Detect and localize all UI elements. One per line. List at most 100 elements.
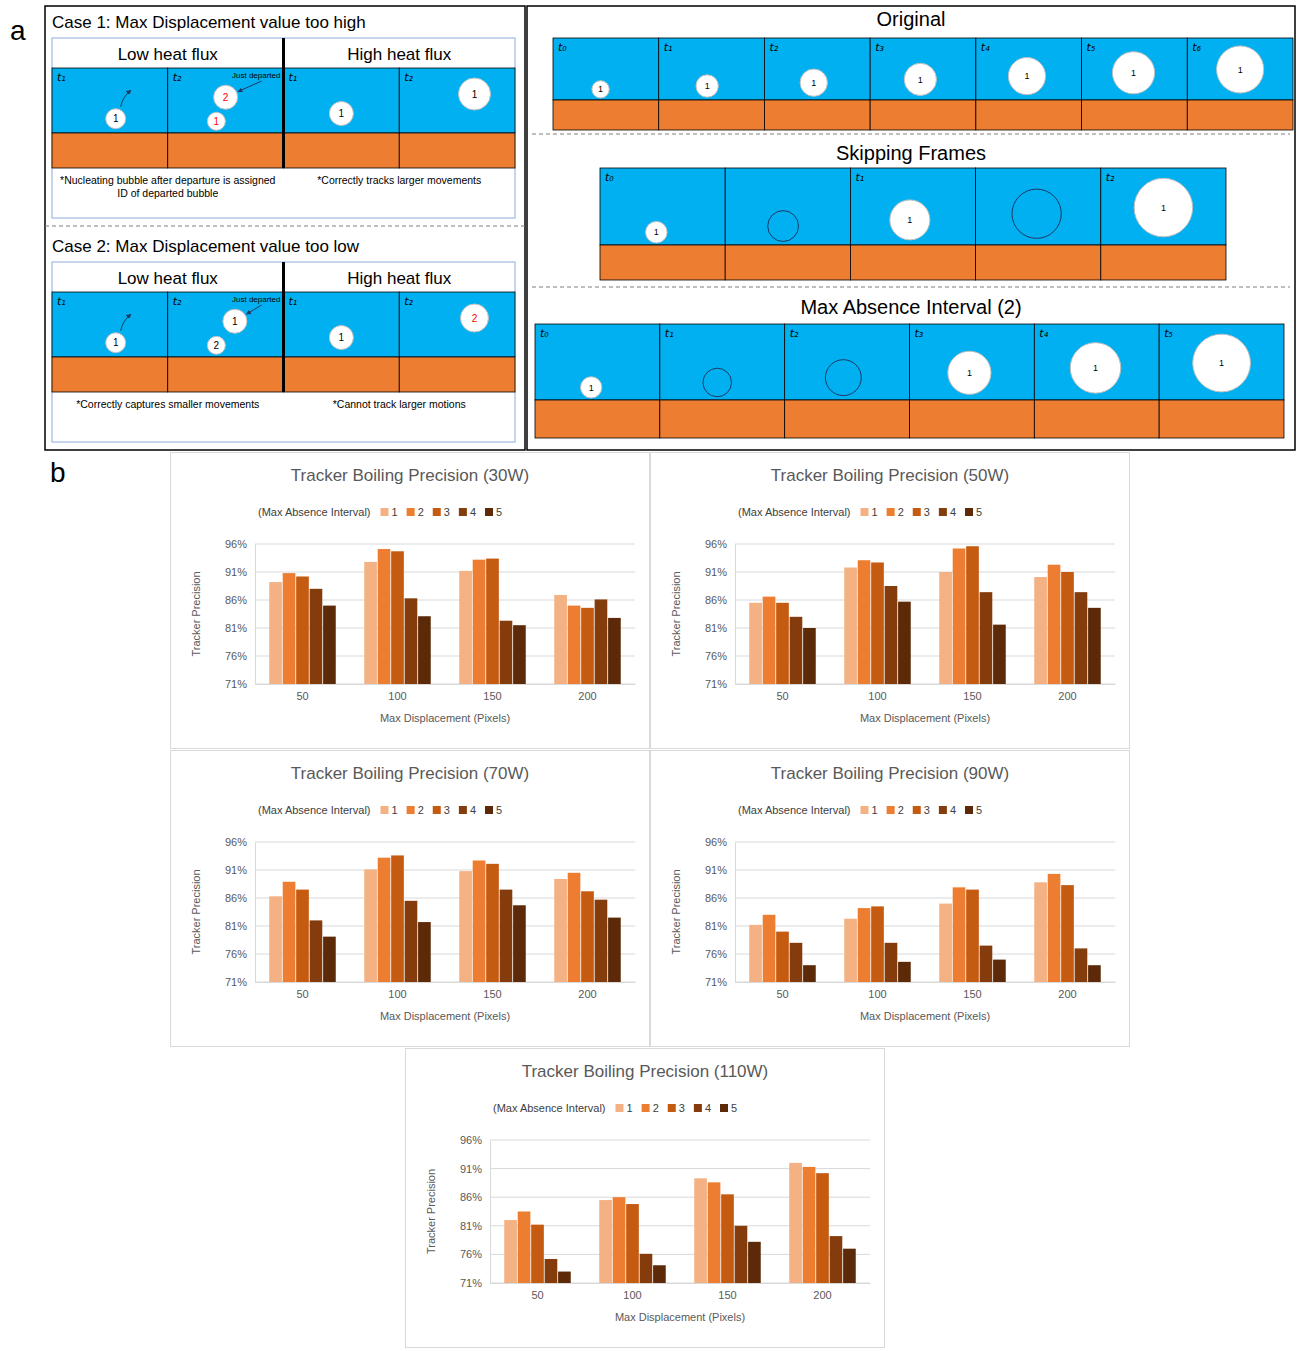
bar bbox=[581, 608, 594, 684]
bar bbox=[898, 602, 911, 684]
bar bbox=[763, 597, 776, 684]
bubble-id: 1 bbox=[472, 89, 478, 100]
x-axis: 50100150200 bbox=[491, 1283, 871, 1301]
legend-label: 1 bbox=[872, 506, 878, 518]
bubble bbox=[329, 326, 353, 350]
water bbox=[764, 38, 870, 100]
legend-swatch bbox=[433, 508, 441, 516]
y-tick: 96% bbox=[460, 1134, 490, 1146]
water bbox=[725, 168, 850, 245]
bar bbox=[595, 900, 608, 982]
bubble bbox=[460, 304, 488, 332]
figure: aCase 1: Max Displacement value too high… bbox=[0, 0, 1298, 1351]
heater bbox=[1101, 245, 1226, 280]
heater bbox=[52, 133, 168, 168]
bubble-id: 1 bbox=[598, 84, 603, 94]
y-axis: 71%76%81%86%91%96% bbox=[225, 836, 256, 988]
y-tick-label: 71% bbox=[705, 976, 727, 988]
y-tick: 81% bbox=[460, 1220, 490, 1232]
y-tick: 91% bbox=[225, 566, 255, 578]
x-tick: 200 bbox=[813, 1283, 831, 1301]
heater bbox=[284, 133, 400, 168]
y-axis-title: Tracker Precision bbox=[670, 571, 682, 656]
bar bbox=[1048, 565, 1061, 684]
x-tick: 150 bbox=[483, 684, 501, 702]
x-tick-label: 50 bbox=[776, 988, 788, 1000]
heater bbox=[725, 245, 850, 280]
bubble bbox=[1008, 57, 1045, 94]
grid-line bbox=[255, 842, 635, 843]
bar bbox=[871, 562, 884, 684]
frame-time: t₃ bbox=[875, 41, 884, 54]
water bbox=[284, 292, 400, 357]
bar bbox=[858, 908, 871, 982]
bubble-id: 1 bbox=[113, 337, 119, 348]
x-axis-title: Max Displacement (Pixels) bbox=[380, 712, 510, 724]
frame-time: t₃ bbox=[915, 327, 924, 340]
bubble-id: 1 bbox=[967, 368, 972, 378]
bar bbox=[613, 1197, 626, 1283]
bubble-id: 1 bbox=[214, 116, 220, 127]
x-axis-line bbox=[491, 1283, 871, 1284]
column-divider bbox=[282, 262, 285, 392]
bar bbox=[378, 549, 391, 684]
column-caption: *Correctly captures smaller movements bbox=[76, 398, 259, 410]
heater bbox=[764, 100, 870, 130]
absent-bubble bbox=[825, 360, 861, 396]
frame-time: t₂ bbox=[769, 41, 778, 54]
bar bbox=[885, 943, 898, 982]
legend-label: 5 bbox=[496, 506, 502, 518]
y-tick: 86% bbox=[225, 892, 255, 904]
bubble-id: 1 bbox=[232, 316, 238, 327]
bar bbox=[748, 1242, 761, 1283]
legend-swatch bbox=[939, 508, 947, 516]
frame-time: t₂ bbox=[173, 71, 182, 84]
bubble bbox=[592, 81, 609, 98]
bubble bbox=[1193, 334, 1251, 392]
bubble bbox=[106, 109, 126, 129]
legend-label: 3 bbox=[924, 804, 930, 816]
heater bbox=[399, 133, 515, 168]
legend-label: 2 bbox=[653, 1102, 659, 1114]
column-heading: Low heat flux bbox=[118, 45, 219, 64]
heater bbox=[168, 133, 284, 168]
heater bbox=[870, 100, 976, 130]
column-caption: *Correctly tracks larger movements bbox=[317, 174, 481, 186]
bubble-id: 1 bbox=[1131, 68, 1136, 78]
bubble bbox=[904, 63, 936, 95]
legend-swatch bbox=[459, 508, 467, 516]
bubble bbox=[223, 309, 247, 333]
x-axis: 50100150200 bbox=[736, 684, 1116, 702]
bar bbox=[776, 603, 789, 684]
bar bbox=[898, 962, 911, 982]
bubble-id: 1 bbox=[654, 227, 659, 237]
bar bbox=[418, 922, 431, 982]
y-tick: 71% bbox=[705, 976, 735, 988]
absent-bubble bbox=[1012, 189, 1061, 238]
heater bbox=[785, 400, 910, 438]
heater bbox=[168, 357, 284, 392]
bar bbox=[790, 617, 803, 684]
water bbox=[399, 292, 515, 357]
bubble-note: Just departed bbox=[232, 295, 280, 304]
bar bbox=[545, 1259, 558, 1283]
legend-swatch bbox=[965, 508, 973, 516]
x-tick: 100 bbox=[388, 982, 406, 1000]
y-tick-label: 86% bbox=[705, 594, 727, 606]
bar bbox=[595, 599, 608, 684]
water bbox=[399, 68, 515, 133]
x-tick: 150 bbox=[963, 684, 981, 702]
x-axis: 50100150200 bbox=[256, 982, 636, 1000]
bar bbox=[473, 860, 486, 982]
bubble bbox=[458, 78, 490, 110]
bar bbox=[1061, 572, 1074, 684]
x-tick-label: 200 bbox=[813, 1289, 831, 1301]
grid-line bbox=[735, 544, 1115, 545]
bar bbox=[1088, 608, 1101, 684]
bubble-id: 1 bbox=[113, 113, 119, 124]
bar bbox=[1075, 592, 1088, 684]
x-axis: 50100150200 bbox=[256, 684, 636, 702]
heater bbox=[1159, 400, 1284, 438]
bar bbox=[1034, 882, 1047, 982]
bar bbox=[473, 560, 486, 684]
